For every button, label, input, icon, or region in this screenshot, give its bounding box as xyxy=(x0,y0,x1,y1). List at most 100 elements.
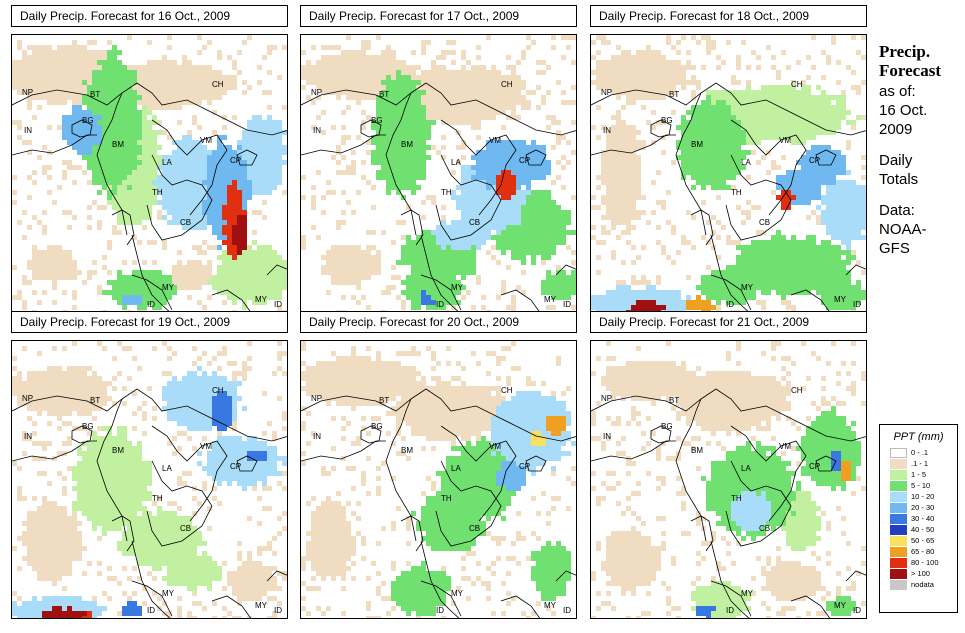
legend-swatch xyxy=(890,447,907,458)
legend-swatch xyxy=(890,524,907,535)
as-of-year: 2009 xyxy=(879,121,913,138)
country-label-bt: BT xyxy=(669,396,679,405)
country-label-bm: BM xyxy=(691,446,703,455)
legend-swatch xyxy=(890,546,907,557)
legend-swatch xyxy=(890,535,907,546)
precip-map: NP BT BG IN CH BM LA VM TH CB MY MY ID ID CP xyxy=(300,340,577,619)
country-label-my: MY xyxy=(162,283,175,292)
legend-swatch xyxy=(890,480,907,491)
legend-item: .1 - 1 xyxy=(890,458,957,469)
country-label-ch: CH xyxy=(212,80,224,89)
country-label-np: NP xyxy=(22,394,33,403)
country-label-my: MY xyxy=(741,283,754,292)
country-borders xyxy=(301,388,576,618)
country-label-ch: CH xyxy=(212,386,224,395)
sidebar-info: Precip. Forecast as of: 16 Oct. 2009 Dai… xyxy=(879,42,965,258)
precip-map: NP BT BG IN CH BM LA VM TH CB MY MY ID ID CP xyxy=(590,340,867,619)
legend-label: 1 - 5 xyxy=(911,470,927,479)
precip-grid xyxy=(301,35,576,312)
legend-item: 65 - 80 xyxy=(890,546,957,557)
country-label-my: MY xyxy=(741,589,754,598)
legend-item: 10 - 20 xyxy=(890,491,957,502)
country-label-my: MY xyxy=(162,589,175,598)
country-label-cb: CB xyxy=(180,218,191,227)
legend-swatch xyxy=(890,491,907,502)
data-source-2: GFS xyxy=(879,240,910,257)
data-source-1: NOAA- xyxy=(879,221,927,238)
precip-grid xyxy=(12,341,287,618)
forecast-panel-oct-17: Daily Precip. Forecast for 17 Oct., 2009… xyxy=(300,5,577,313)
legend-label: 80 - 100 xyxy=(911,558,939,567)
country-label-cp: CP xyxy=(809,156,820,165)
totals-label-2: Totals xyxy=(879,171,919,188)
panel-title: Daily Precip. Forecast for 20 Oct., 2009 xyxy=(300,311,577,333)
country-label-vm: VM xyxy=(779,136,791,145)
country-label-in: IN xyxy=(24,432,32,441)
panel-title: Daily Precip. Forecast for 18 Oct., 2009 xyxy=(590,5,867,27)
country-label-bg: BG xyxy=(661,116,673,125)
country-label-th: TH xyxy=(731,494,742,503)
legend-label: 30 - 40 xyxy=(911,514,935,523)
country-label-my: MY xyxy=(451,283,464,292)
country-label-id: ID xyxy=(726,300,734,309)
country-label-id: ID xyxy=(274,300,282,309)
country-label-la: LA xyxy=(741,464,751,473)
country-label-bt: BT xyxy=(669,90,679,99)
country-label-id: ID xyxy=(563,606,571,615)
country-label-cb: CB xyxy=(759,524,770,533)
country-label-ch: CH xyxy=(501,80,513,89)
legend-label: 0 - .1 xyxy=(911,448,929,457)
legend-item: 40 - 50 xyxy=(890,524,957,535)
country-label-id: ID xyxy=(436,300,444,309)
country-label-my: MY xyxy=(544,295,557,304)
data-label: Data: xyxy=(879,202,915,219)
legend-label: nodata xyxy=(911,580,934,589)
legend-label: 65 - 80 xyxy=(911,547,935,556)
country-label-id: ID xyxy=(853,606,861,615)
country-label-vm: VM xyxy=(489,442,501,451)
country-label-bt: BT xyxy=(379,396,389,405)
country-label-id: ID xyxy=(853,300,861,309)
legend-item: 0 - .1 xyxy=(890,447,957,458)
precip-grid xyxy=(12,35,287,312)
country-label-th: TH xyxy=(441,188,452,197)
country-label-bg: BG xyxy=(661,422,673,431)
legend-label: 5 - 10 xyxy=(911,481,931,490)
country-label-th: TH xyxy=(152,494,163,503)
ppt-legend: PPT (mm) 0 - .1 .1 - 1 1 - 5 5 - 10 10 - 20 2… xyxy=(879,424,958,613)
forecast-panel-oct-21: Daily Precip. Forecast for 21 Oct., 2009… xyxy=(590,311,867,619)
as-of-date: 16 Oct. xyxy=(879,102,928,119)
country-label-bm: BM xyxy=(401,140,413,149)
precip-map-svg: NP BT BG IN CH BM LA VM TH CB MY MY ID ID CP xyxy=(301,341,576,618)
legend-swatch xyxy=(890,469,907,480)
legend-label: 50 - 65 xyxy=(911,536,935,545)
country-label-my: MY xyxy=(451,589,464,598)
country-label-np: NP xyxy=(601,394,612,403)
country-label-la: LA xyxy=(451,464,461,473)
country-label-th: TH xyxy=(441,494,452,503)
legend-title: PPT (mm) xyxy=(893,431,944,443)
country-label-bt: BT xyxy=(90,396,100,405)
country-label-id: ID xyxy=(274,606,282,615)
country-label-id: ID xyxy=(436,606,444,615)
legend-item: 30 - 40 xyxy=(890,513,957,524)
country-label-bg: BG xyxy=(371,116,383,125)
country-label-cp: CP xyxy=(519,462,530,471)
country-label-ch: CH xyxy=(791,386,803,395)
country-borders xyxy=(591,388,866,618)
legend-swatch xyxy=(890,458,907,469)
legend-label: 10 - 20 xyxy=(911,492,935,501)
legend-swatch xyxy=(890,568,907,579)
panel-title: Daily Precip. Forecast for 16 Oct., 2009 xyxy=(11,5,288,27)
precip-map-svg: NP BT BG IN CH BM LA VM TH CB MY MY ID ID CP xyxy=(591,341,866,618)
country-label-vm: VM xyxy=(779,442,791,451)
country-label-vm: VM xyxy=(489,136,501,145)
forecast-panel-oct-18: Daily Precip. Forecast for 18 Oct., 2009… xyxy=(590,5,867,313)
country-borders xyxy=(301,82,576,312)
legend-item: 80 - 100 xyxy=(890,557,957,568)
sidebar-title-line2: Forecast xyxy=(879,61,941,80)
country-label-np: NP xyxy=(601,88,612,97)
forecast-panel-oct-20: Daily Precip. Forecast for 20 Oct., 2009… xyxy=(300,311,577,619)
country-label-cb: CB xyxy=(469,218,480,227)
precip-map: NP BT BG IN CH BM LA VM TH CB MY MY ID ID CP xyxy=(590,34,867,313)
